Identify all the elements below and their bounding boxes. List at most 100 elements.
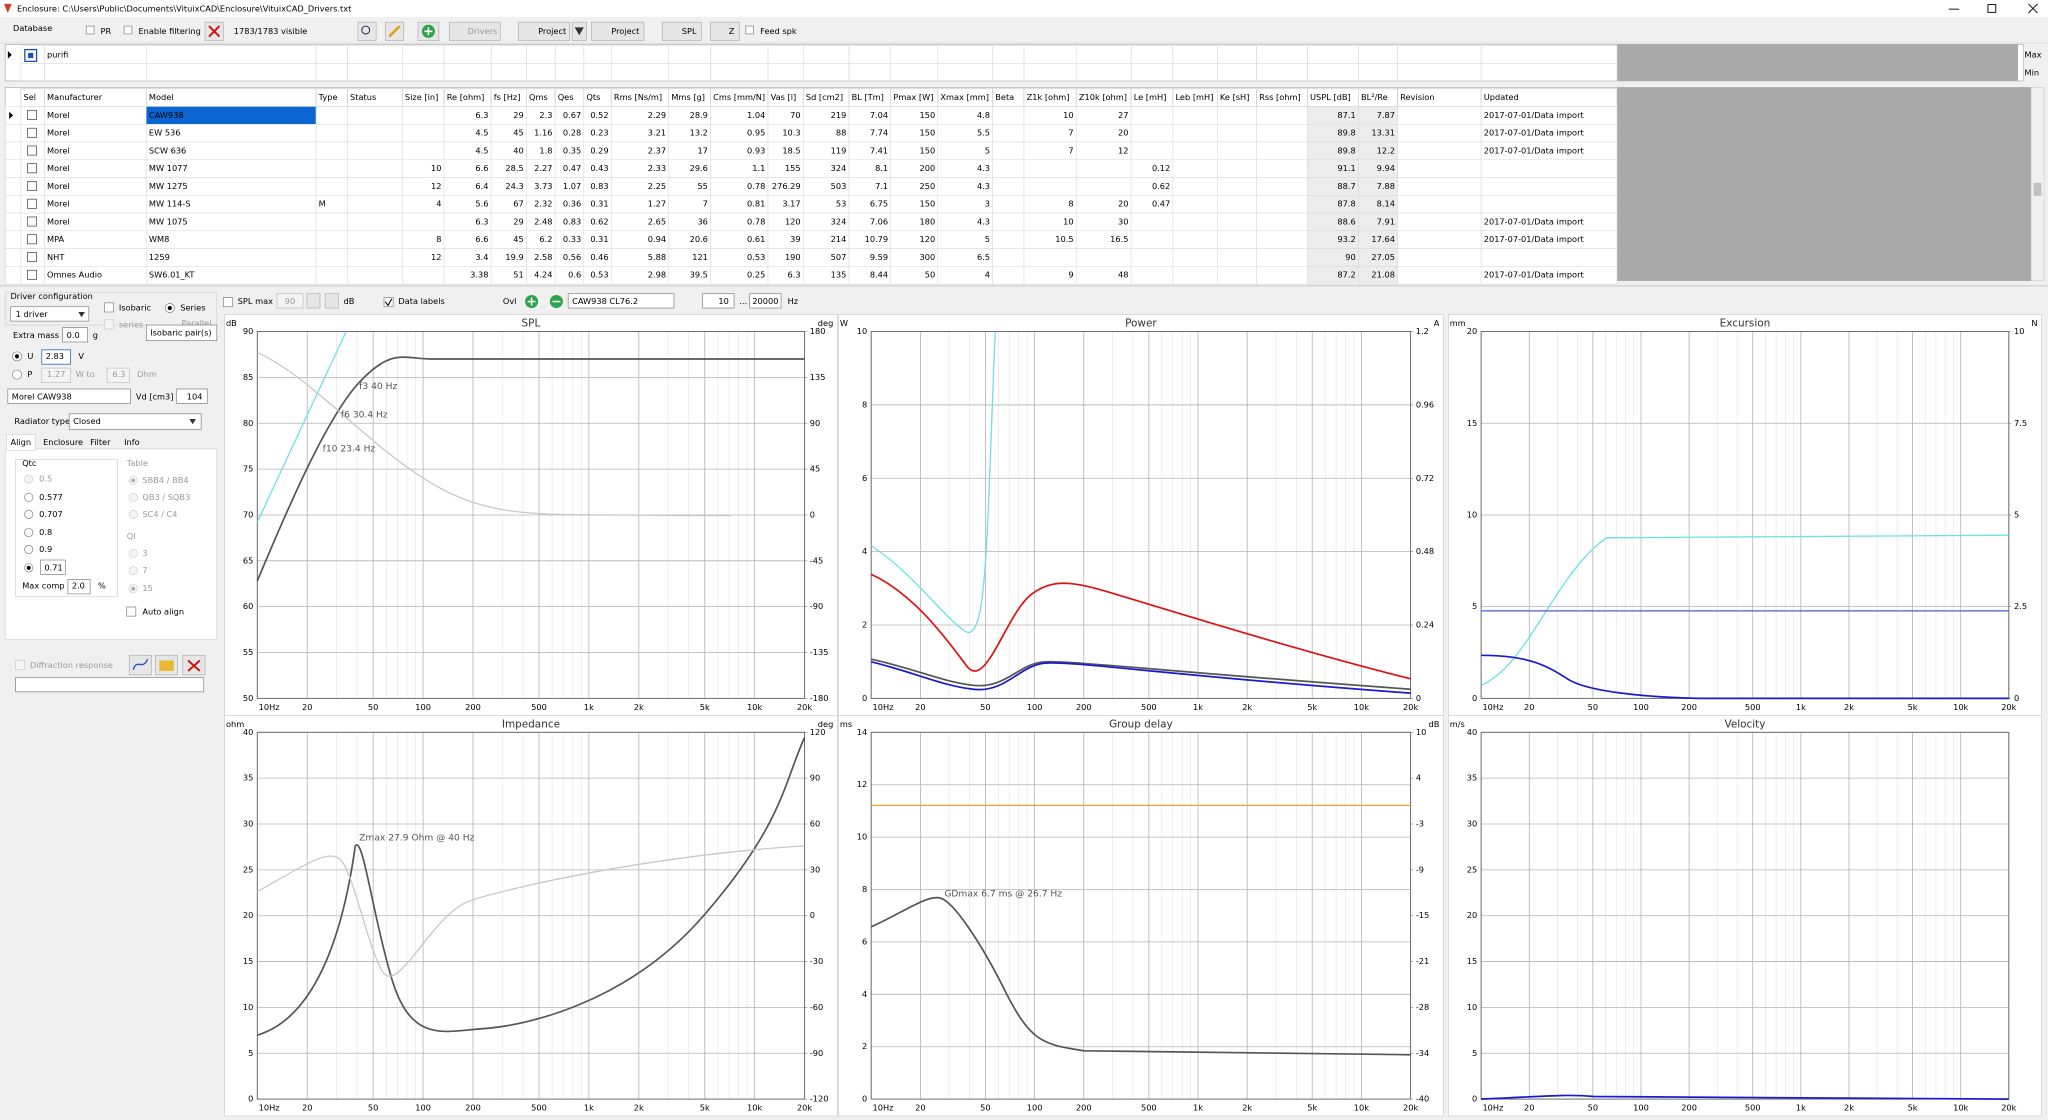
spl-curve: [256, 356, 805, 582]
overlay-input[interactable]: [567, 293, 675, 309]
x-tick-label: 10Hz: [1482, 1103, 1503, 1113]
project-button-2[interactable]: [591, 21, 645, 41]
extra-mass-unit: g: [93, 330, 98, 340]
spl-max-spin[interactable]: [306, 293, 321, 309]
auto-align-checkbox[interactable]: [126, 606, 137, 617]
sel-checkbox[interactable]: [27, 127, 37, 138]
drivers-button[interactable]: [448, 21, 501, 41]
cell: [347, 230, 403, 249]
z-button[interactable]: [710, 21, 740, 41]
series-checkbox[interactable]: [104, 319, 114, 330]
search-button[interactable]: [357, 21, 377, 41]
cell-text: 0.78: [747, 216, 765, 226]
cell-text: 0.95: [747, 128, 765, 138]
qtc-radio[interactable]: [24, 545, 34, 555]
qi-radio[interactable]: [128, 565, 138, 575]
u-input[interactable]: [41, 349, 71, 365]
x-tick-label: 1k: [584, 702, 594, 712]
cell-text: 55: [697, 181, 707, 191]
cell: [1397, 230, 1482, 249]
qtc-radio[interactable]: [24, 528, 34, 538]
x-tick-label: 10k: [1354, 1103, 1369, 1113]
diffraction-checkbox[interactable]: [15, 660, 26, 670]
diffraction-file-input[interactable]: [15, 677, 205, 693]
x-tick-label: 500: [1141, 702, 1157, 712]
x-tick-label: 10Hz: [872, 1103, 893, 1113]
cell: [1217, 266, 1257, 285]
pr-checkbox[interactable]: [85, 25, 95, 35]
edit-icon: [388, 25, 401, 38]
sel-checkbox[interactable]: [27, 234, 37, 245]
y2-tick-label: 2.5: [2014, 601, 2027, 611]
spl-max-checkbox[interactable]: [223, 297, 233, 308]
cell: [1217, 248, 1257, 267]
close-button[interactable]: [2028, 3, 2038, 14]
sel-checkbox[interactable]: [27, 269, 37, 280]
filter-cell: [1480, 63, 1618, 82]
qtc-radio[interactable]: [24, 509, 34, 519]
tab-label[interactable]: Enclosure: [43, 437, 83, 447]
cell: [402, 106, 445, 125]
sel-checkbox[interactable]: [27, 252, 37, 262]
cell: [992, 248, 1025, 267]
spl-max-spin-2[interactable]: [324, 293, 339, 309]
cell-text: 0.56: [563, 252, 581, 262]
cell-text: 13.2: [690, 128, 708, 138]
qtc-input[interactable]: [40, 559, 66, 575]
driver-name-input[interactable]: [7, 388, 131, 404]
filter-text[interactable]: purifi: [47, 49, 68, 59]
y-tick-label: 2: [862, 620, 867, 630]
align-tab[interactable]: [6, 434, 36, 451]
table-radio[interactable]: [128, 492, 138, 502]
filter-checkbox[interactable]: [123, 25, 133, 35]
spl-max-input[interactable]: [276, 293, 304, 309]
extra-mass-input[interactable]: [62, 327, 88, 343]
driver-grid-empty: [1616, 87, 2032, 281]
y-tick-label: 60: [243, 601, 253, 611]
cell-text: 88.6: [1337, 216, 1355, 226]
ohm-input[interactable]: [106, 367, 130, 383]
sel-checkbox[interactable]: [27, 181, 37, 191]
y-tick-label: 65: [243, 555, 253, 565]
sel-checkbox[interactable]: [27, 198, 37, 209]
cell-text: 1.04: [747, 110, 765, 120]
cell-text: 53: [836, 199, 846, 209]
p-radio[interactable]: [12, 369, 22, 380]
y2-tick-label: 0: [810, 910, 815, 920]
project-button[interactable]: [518, 21, 570, 41]
driver-count-select[interactable]: [10, 306, 90, 322]
sel-checkbox[interactable]: [27, 110, 37, 120]
cell-text: 5: [985, 145, 990, 155]
scrollbar-thumb[interactable]: [2033, 182, 2042, 196]
y-tick-label: 40: [1467, 727, 1477, 737]
table-radio[interactable]: [128, 509, 138, 519]
qtc-radio[interactable]: [24, 474, 34, 484]
restore-button[interactable]: [1987, 4, 1997, 13]
tab-label[interactable]: Filter: [90, 437, 111, 447]
isobaric-checkbox[interactable]: [104, 302, 114, 313]
f-max-input[interactable]: [749, 293, 782, 309]
p-input[interactable]: [41, 367, 71, 383]
impedance-curve: [257, 737, 806, 1036]
x-tick-label: 1k: [1796, 1103, 1806, 1113]
spl-button[interactable]: [661, 21, 702, 41]
data-labels-checkbox[interactable]: [383, 297, 394, 308]
cell-text: 300: [919, 252, 935, 262]
f-min-input[interactable]: [702, 293, 735, 309]
feed-spk-checkbox[interactable]: [745, 25, 754, 35]
sel-checkbox[interactable]: [27, 216, 37, 227]
tab-label[interactable]: Info: [124, 437, 140, 447]
vd-input[interactable]: [175, 388, 208, 404]
cell-text: 28.9: [690, 110, 708, 120]
cell-text: 28.5: [505, 163, 523, 173]
radiator-type-select[interactable]: [68, 413, 202, 430]
y2-tick-label: -30: [810, 956, 823, 966]
column-header-text: Ke [sH]: [1220, 92, 1250, 102]
sel-checkbox[interactable]: [27, 163, 37, 174]
qi-radio[interactable]: [128, 548, 138, 558]
cell-text: 3.17: [782, 199, 800, 209]
title-bar: [0, 0, 2048, 17]
max-comp-input[interactable]: [67, 579, 91, 595]
sel-checkbox[interactable]: [27, 145, 37, 156]
qtc-radio[interactable]: [24, 492, 34, 502]
